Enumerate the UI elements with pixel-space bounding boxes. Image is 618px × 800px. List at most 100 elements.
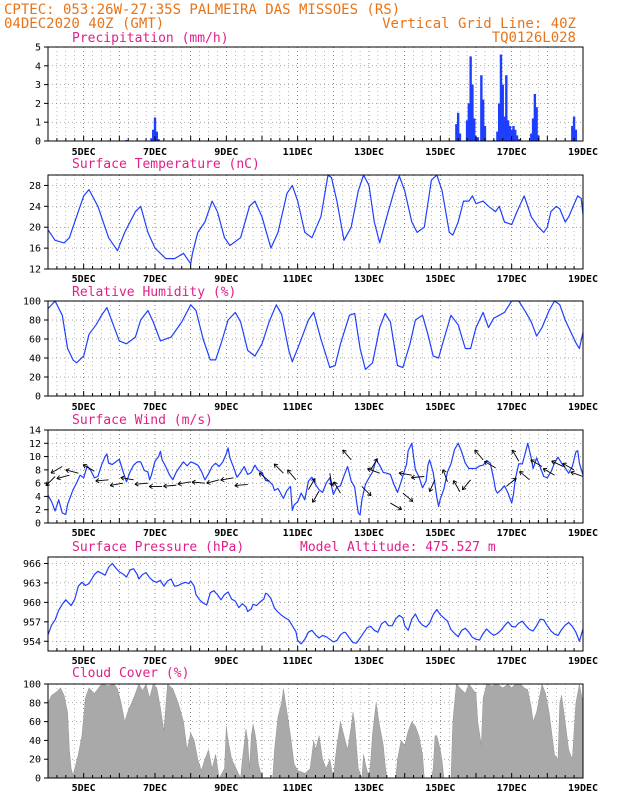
cloud-xtick-label: 9DEC (214, 783, 238, 794)
wind-xtick-label: 15DEC (425, 528, 455, 539)
wind-ytick-label: 12 (29, 439, 41, 450)
humidity-xtick-label: 5DEC (72, 402, 96, 413)
wind-vector (530, 459, 543, 467)
wind-vector-head (206, 479, 211, 485)
wind-vector (177, 481, 191, 485)
wind-vector-head (570, 470, 575, 476)
humidity-line (47, 300, 584, 370)
precipitation-bar (531, 118, 535, 141)
wind-vector-head (398, 470, 403, 476)
wind-vector (307, 478, 316, 491)
precipitation-bar (508, 125, 512, 141)
header-run-time: 04DEC2020 40Z (GMT) (4, 16, 164, 32)
wind-vector-head (273, 463, 279, 468)
cloud-xtick-label: 19DEC (568, 783, 598, 794)
precipitation-bar (530, 133, 533, 141)
humidity-ytick-label: 100 (23, 297, 41, 308)
humidity-title: Relative Humidity (%) (72, 285, 236, 300)
wind-vector (361, 486, 372, 496)
wind-vector (390, 502, 402, 510)
wind-vector-head (95, 478, 100, 484)
precipitation-bar (469, 56, 472, 141)
humidity-xtick-label: 17DEC (497, 402, 527, 413)
precipitation-ytick-label: 1 (35, 118, 41, 129)
humidity-xtick-label: 13DEC (354, 402, 384, 413)
wind-vector-head (50, 469, 56, 474)
wind-vector-head (287, 469, 292, 474)
precipitation-bar (499, 54, 503, 141)
wind-vector-head (551, 460, 556, 465)
wind-vector (474, 449, 484, 461)
cloud-xtick-label: 13DEC (354, 783, 384, 794)
wind-xtick-label: 13DEC (354, 528, 384, 539)
cloud-ytick-label: 0 (35, 774, 41, 785)
pressure-frame (47, 556, 584, 652)
temperature-frame (47, 174, 584, 270)
wind-vector-head (483, 460, 489, 466)
wind-ytick-label: 10 (29, 452, 41, 463)
wind-vector-head (542, 468, 548, 473)
wind-vector-head (311, 498, 317, 503)
humidity-ytick-label: 20 (29, 373, 41, 384)
precipitation-bar (571, 125, 574, 141)
pressure-xtick-label: 5DEC (72, 656, 96, 667)
header-model: TQ0126L028 (492, 30, 576, 46)
precipitation-ytick-label: 3 (35, 80, 41, 91)
precipitation-xtick-label: 17DEC (497, 147, 527, 158)
pressure-xtick-label: 9DEC (214, 656, 238, 667)
wind-xtick-label: 7DEC (143, 528, 167, 539)
cloud-ytick-label: 20 (29, 755, 41, 766)
pressure-line (47, 562, 584, 645)
pressure-xtick-label: 7DEC (143, 656, 167, 667)
wind-vector-head (234, 482, 239, 488)
wind-vector (570, 471, 584, 477)
wind-vector-head (148, 483, 153, 489)
wind-xtick-label: 5DEC (72, 528, 96, 539)
cloud-area (47, 683, 584, 779)
model-altitude: Model Altitude: 475.527 m (300, 540, 496, 555)
cloud-ytick-label: 80 (29, 698, 41, 709)
temperature-xtick-label: 17DEC (497, 274, 527, 285)
wind-vector-head (367, 467, 372, 473)
precipitation-xtick-label: 9DEC (214, 147, 238, 158)
wind-vector-head (474, 449, 479, 454)
wind-vector (287, 469, 297, 481)
precipitation-bar (533, 94, 537, 141)
cloud-ytick-label: 40 (29, 736, 41, 747)
wind-ytick-label: 6 (35, 479, 41, 490)
precipitation-title: Precipitation (mm/h) (72, 31, 229, 46)
wind-vector (56, 474, 70, 479)
wind-vector-head (511, 449, 517, 454)
wind-vector (511, 449, 520, 462)
temperature-xtick-label: 11DEC (283, 274, 313, 285)
precipitation-bar (157, 139, 160, 141)
wind-vector-head (428, 487, 434, 492)
wind-vector-head (373, 458, 378, 463)
wind-vector-head (163, 483, 168, 489)
humidity-ytick-label: 80 (29, 316, 41, 327)
pressure-panel: Surface Pressure (hPa) Model Altitude: 4… (23, 540, 598, 667)
wind-xtick-label: 17DEC (497, 528, 527, 539)
precipitation-bar (155, 131, 158, 141)
precipitation-bar (506, 120, 510, 141)
wind-vector (329, 473, 333, 487)
wind-ytick-label: 8 (35, 465, 41, 476)
precipitation-bar (476, 137, 479, 141)
pressure-title: Surface Pressure (hPa) (72, 540, 244, 555)
pressure-ytick-label: 966 (23, 559, 41, 570)
temperature-ytick-label: 24 (29, 202, 41, 213)
humidity-xtick-label: 11DEC (283, 402, 313, 413)
pressure-xtick-label: 13DEC (354, 656, 384, 667)
wind-vector-head (530, 459, 535, 464)
humidity-ytick-label: 40 (29, 354, 41, 365)
wind-vector-head (56, 475, 61, 481)
wind-vector-head (333, 481, 338, 486)
wind-vector (234, 484, 248, 487)
temperature-line (47, 174, 584, 265)
precipitation-bar (572, 116, 576, 141)
precipitation-bar (152, 129, 155, 141)
wind-vector-head (109, 482, 114, 488)
header-grid-line: Vertical Grid Line: 40Z (382, 16, 576, 32)
wind-vector (206, 479, 220, 484)
wind-vector-head (220, 477, 225, 483)
